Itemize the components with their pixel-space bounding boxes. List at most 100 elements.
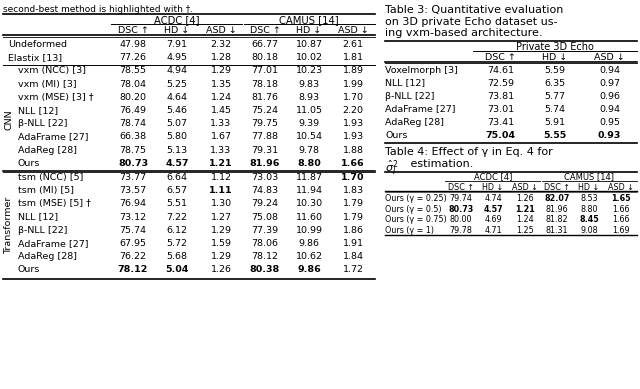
Text: AdaReg [28]: AdaReg [28] <box>385 117 444 126</box>
Text: NLL [12]: NLL [12] <box>18 106 58 115</box>
Text: 9.39: 9.39 <box>298 119 319 128</box>
Text: 5.80: 5.80 <box>166 132 188 141</box>
Text: Ours: Ours <box>18 159 40 168</box>
Text: Ours (γ = 0.25): Ours (γ = 0.25) <box>385 194 447 203</box>
Text: Table 3: Quantitative evaluation: Table 3: Quantitative evaluation <box>385 5 563 15</box>
Text: Ours (γ = 1): Ours (γ = 1) <box>385 226 434 235</box>
Text: vxm (NCC) [3]: vxm (NCC) [3] <box>18 67 86 75</box>
Text: 74.83: 74.83 <box>252 186 278 195</box>
Text: 81.96: 81.96 <box>250 159 280 168</box>
Text: 77.01: 77.01 <box>252 67 278 75</box>
Text: 1.33: 1.33 <box>211 119 232 128</box>
Text: β-NLL [22]: β-NLL [22] <box>18 119 67 128</box>
Text: on 3D private Echo dataset us-: on 3D private Echo dataset us- <box>385 16 557 26</box>
Text: 10.30: 10.30 <box>296 200 323 209</box>
Text: 75.24: 75.24 <box>252 106 278 115</box>
Text: 10.54: 10.54 <box>296 132 323 141</box>
Text: DSC ↑: DSC ↑ <box>250 26 280 35</box>
Text: 5.59: 5.59 <box>545 65 566 75</box>
Text: 76.94: 76.94 <box>120 200 147 209</box>
Text: Transformer: Transformer <box>4 197 13 254</box>
Text: HD ↓: HD ↓ <box>164 26 189 35</box>
Text: 4.57: 4.57 <box>483 205 503 214</box>
Text: 73.77: 73.77 <box>120 173 147 182</box>
Text: 79.78: 79.78 <box>449 226 472 235</box>
Text: 1.65: 1.65 <box>611 194 631 203</box>
Text: 1.86: 1.86 <box>342 226 364 235</box>
Text: second-best method is highlighted with †.: second-best method is highlighted with †… <box>3 5 193 14</box>
Text: 1.66: 1.66 <box>612 215 630 224</box>
Text: 9.78: 9.78 <box>298 145 319 154</box>
Text: CAMUS [14]: CAMUS [14] <box>279 15 339 25</box>
Text: 1.67: 1.67 <box>211 132 232 141</box>
Text: 67.95: 67.95 <box>120 239 147 248</box>
Text: 1.79: 1.79 <box>342 213 364 222</box>
Text: DSC ↑: DSC ↑ <box>485 53 516 61</box>
Text: 78.06: 78.06 <box>252 239 278 248</box>
Text: 4.64: 4.64 <box>166 93 188 102</box>
Text: 0.96: 0.96 <box>599 91 620 100</box>
Text: 1.79: 1.79 <box>342 200 364 209</box>
Text: 6.12: 6.12 <box>166 226 188 235</box>
Text: 10.62: 10.62 <box>296 252 323 261</box>
Text: 10.23: 10.23 <box>296 67 323 75</box>
Text: 1.21: 1.21 <box>515 205 535 214</box>
Text: 5.68: 5.68 <box>166 252 188 261</box>
Text: AdaFrame [27]: AdaFrame [27] <box>18 239 88 248</box>
Text: 80.18: 80.18 <box>252 53 278 62</box>
Text: Private 3D Echo: Private 3D Echo <box>516 42 594 51</box>
Text: ASD ↓: ASD ↓ <box>512 182 538 191</box>
Text: 73.03: 73.03 <box>252 173 278 182</box>
Text: 5.55: 5.55 <box>543 130 566 140</box>
Text: 1.21: 1.21 <box>209 159 233 168</box>
Text: tsm (MI) [5]: tsm (MI) [5] <box>18 186 74 195</box>
Text: Ours: Ours <box>18 265 40 274</box>
Text: 1.29: 1.29 <box>211 67 232 75</box>
Text: 8.93: 8.93 <box>298 93 319 102</box>
Text: 1.83: 1.83 <box>342 186 364 195</box>
Text: 1.88: 1.88 <box>342 145 364 154</box>
Text: 2.61: 2.61 <box>342 40 364 49</box>
Text: 1.81: 1.81 <box>342 53 364 62</box>
Text: 75.04: 75.04 <box>485 130 515 140</box>
Text: 11.87: 11.87 <box>296 173 323 182</box>
Text: NLL [12]: NLL [12] <box>18 213 58 222</box>
Text: 1.70: 1.70 <box>341 173 365 182</box>
Text: 0.93: 0.93 <box>598 130 621 140</box>
Text: 73.57: 73.57 <box>120 186 147 195</box>
Text: 2.32: 2.32 <box>211 40 232 49</box>
Text: 0.95: 0.95 <box>599 117 620 126</box>
Text: 1.91: 1.91 <box>342 239 364 248</box>
Text: 1.70: 1.70 <box>342 93 364 102</box>
Text: AdaReg [28]: AdaReg [28] <box>18 145 77 154</box>
Text: 73.81: 73.81 <box>487 91 514 100</box>
Text: 78.55: 78.55 <box>120 67 147 75</box>
Text: 79.74: 79.74 <box>449 194 472 203</box>
Text: 5.46: 5.46 <box>166 106 188 115</box>
Text: 73.12: 73.12 <box>120 213 147 222</box>
Text: 4.57: 4.57 <box>165 159 189 168</box>
Text: 1.12: 1.12 <box>211 173 232 182</box>
Text: 77.26: 77.26 <box>120 53 147 62</box>
Text: 1.69: 1.69 <box>612 226 630 235</box>
Text: 79.24: 79.24 <box>252 200 278 209</box>
Text: 76.22: 76.22 <box>120 252 147 261</box>
Text: 6.35: 6.35 <box>545 79 566 88</box>
Text: 75.08: 75.08 <box>252 213 278 222</box>
Text: 11.05: 11.05 <box>296 106 323 115</box>
Text: HD ↓: HD ↓ <box>483 182 504 191</box>
Text: 5.13: 5.13 <box>166 145 188 154</box>
Text: 81.96: 81.96 <box>546 205 568 214</box>
Text: 78.74: 78.74 <box>120 119 147 128</box>
Text: 78.18: 78.18 <box>252 80 278 89</box>
Text: 78.12: 78.12 <box>252 252 278 261</box>
Text: 7.91: 7.91 <box>166 40 188 49</box>
Text: ASD ↓: ASD ↓ <box>608 182 634 191</box>
Text: 9.86: 9.86 <box>298 239 319 248</box>
Text: 4.95: 4.95 <box>166 53 188 62</box>
Text: 81.31: 81.31 <box>546 226 568 235</box>
Text: 1.35: 1.35 <box>211 80 232 89</box>
Text: 80.20: 80.20 <box>120 93 147 102</box>
Text: DSC ↑: DSC ↑ <box>448 182 474 191</box>
Text: AdaReg [28]: AdaReg [28] <box>18 252 77 261</box>
